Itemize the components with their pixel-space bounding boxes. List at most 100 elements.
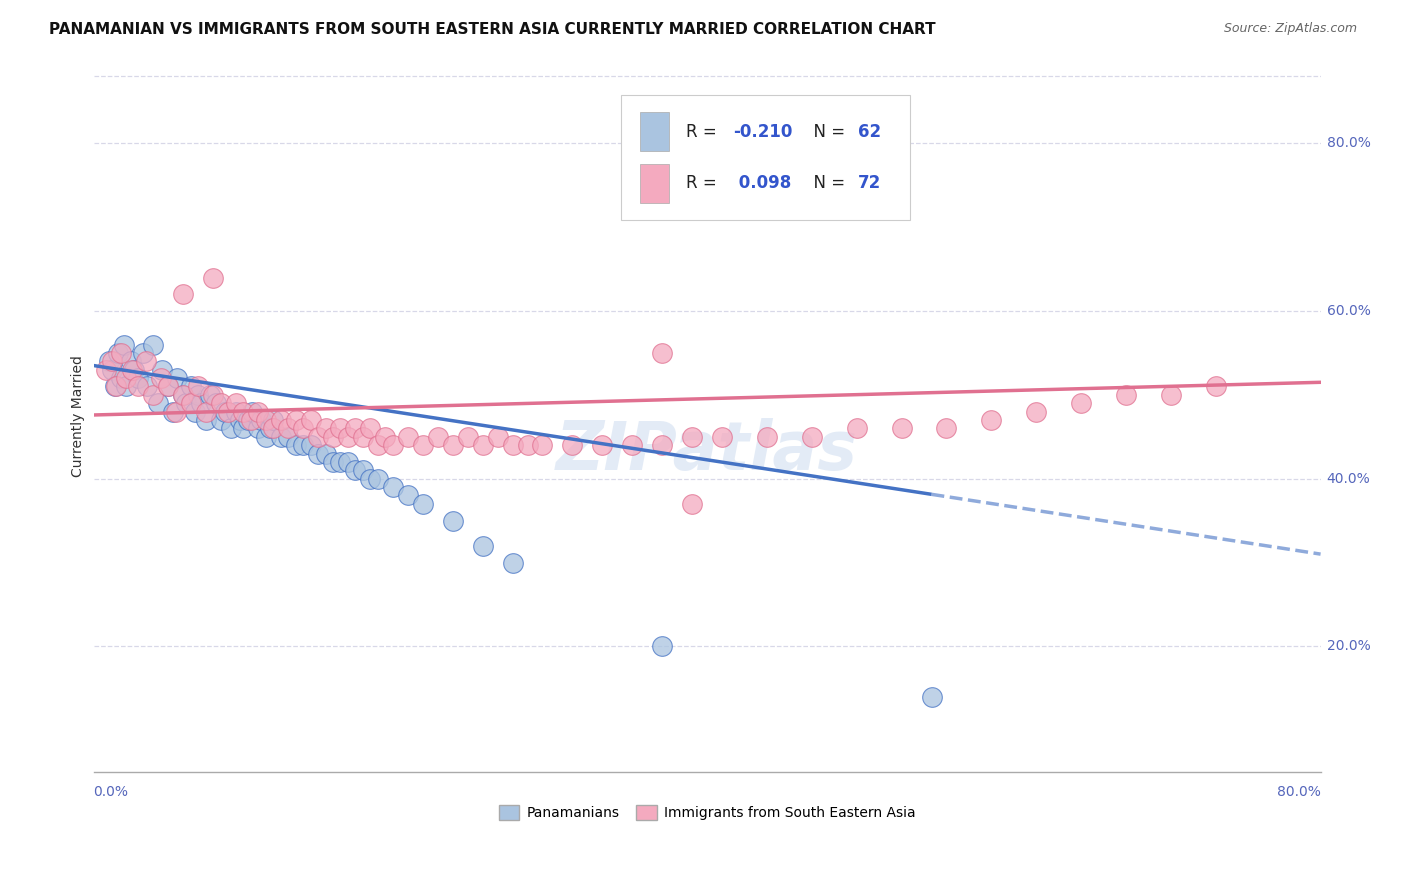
Text: 62: 62 — [858, 123, 882, 141]
Point — [97, 354, 120, 368]
FancyBboxPatch shape — [640, 164, 669, 203]
FancyBboxPatch shape — [640, 112, 669, 152]
Point — [307, 446, 329, 460]
Point — [381, 480, 404, 494]
Point — [107, 346, 129, 360]
Point — [122, 362, 145, 376]
Point — [239, 413, 262, 427]
Point — [127, 379, 149, 393]
Point — [225, 404, 247, 418]
Point — [202, 388, 225, 402]
Point — [352, 463, 374, 477]
Point — [259, 421, 281, 435]
Point — [531, 438, 554, 452]
Point — [232, 404, 254, 418]
Point — [336, 430, 359, 444]
Point — [471, 438, 494, 452]
Text: Source: ZipAtlas.com: Source: ZipAtlas.com — [1223, 22, 1357, 36]
Point — [229, 413, 252, 427]
Point — [194, 404, 217, 418]
Text: 0.0%: 0.0% — [94, 785, 128, 799]
Text: R =: R = — [686, 175, 723, 193]
Text: 80.0%: 80.0% — [1277, 785, 1320, 799]
Point — [262, 413, 284, 427]
Point — [1160, 388, 1182, 402]
Point — [471, 539, 494, 553]
Point — [681, 497, 703, 511]
Point — [180, 396, 202, 410]
Legend: Panamanians, Immigrants from South Eastern Asia: Panamanians, Immigrants from South Easte… — [494, 800, 921, 826]
Point — [284, 438, 307, 452]
Point — [127, 371, 149, 385]
Point — [202, 270, 225, 285]
Point — [152, 362, 174, 376]
Point — [277, 430, 299, 444]
FancyBboxPatch shape — [621, 95, 910, 220]
Point — [359, 472, 381, 486]
Point — [209, 396, 232, 410]
Point — [105, 379, 128, 393]
Point — [651, 346, 673, 360]
Point — [136, 379, 159, 393]
Point — [344, 421, 367, 435]
Point — [262, 421, 284, 435]
Point — [486, 430, 509, 444]
Point — [187, 388, 209, 402]
Point — [187, 379, 209, 393]
Point — [236, 413, 259, 427]
Text: PANAMANIAN VS IMMIGRANTS FROM SOUTH EASTERN ASIA CURRENTLY MARRIED CORRELATION C: PANAMANIAN VS IMMIGRANTS FROM SOUTH EAST… — [49, 22, 936, 37]
Text: 20.0%: 20.0% — [1327, 640, 1371, 653]
Point — [142, 388, 165, 402]
Point — [367, 472, 389, 486]
Point — [711, 430, 734, 444]
Point — [1205, 379, 1227, 393]
Point — [329, 455, 352, 469]
Point — [176, 396, 198, 410]
Point — [441, 438, 464, 452]
Text: N =: N = — [803, 123, 851, 141]
Point — [135, 354, 157, 368]
Point — [121, 362, 143, 376]
Point — [890, 421, 912, 435]
Point — [299, 438, 322, 452]
Point — [166, 371, 188, 385]
Text: ZIPatlas: ZIPatlas — [557, 418, 858, 484]
Point — [149, 371, 172, 385]
Point — [250, 413, 273, 427]
Point — [374, 430, 396, 444]
Text: -0.210: -0.210 — [733, 123, 792, 141]
Point — [270, 413, 292, 427]
Point — [115, 379, 138, 393]
Text: R =: R = — [686, 123, 723, 141]
Point — [396, 488, 419, 502]
Point — [110, 346, 132, 360]
Point — [157, 379, 180, 393]
Point — [142, 337, 165, 351]
Point — [755, 430, 778, 444]
Point — [254, 430, 277, 444]
Point — [200, 388, 222, 402]
Point — [352, 430, 374, 444]
Point — [299, 413, 322, 427]
Point — [225, 396, 247, 410]
Point — [232, 421, 254, 435]
Point — [1070, 396, 1092, 410]
Point — [412, 438, 434, 452]
Point — [277, 421, 299, 435]
Point — [100, 362, 122, 376]
Point — [980, 413, 1002, 427]
Text: 80.0%: 80.0% — [1327, 136, 1371, 151]
Point — [94, 362, 117, 376]
Point — [561, 438, 583, 452]
Point — [621, 438, 644, 452]
Point — [396, 430, 419, 444]
Point — [172, 388, 194, 402]
Point — [412, 497, 434, 511]
Point — [112, 337, 135, 351]
Point — [157, 379, 180, 393]
Point — [681, 430, 703, 444]
Point — [214, 404, 236, 418]
Point — [336, 455, 359, 469]
Point — [180, 379, 202, 393]
Point — [146, 396, 169, 410]
